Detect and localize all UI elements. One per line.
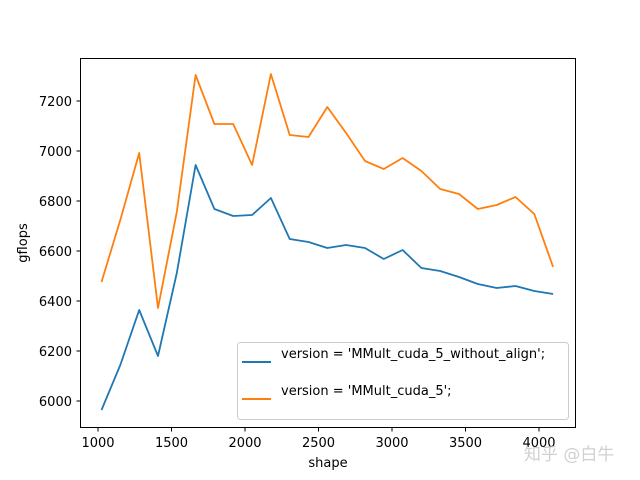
legend-box [237,342,569,420]
y-tick-label: 6600 [39,245,72,260]
y-tick-label: 6400 [39,295,72,310]
x-tick-label: 2500 [302,436,335,451]
data-lines [100,73,554,411]
x-tick-label: 3000 [375,436,408,451]
series-line-0 [100,164,554,411]
y-tick-label: 6200 [39,345,72,360]
legend-label-cuda-5: version = 'MMult_cuda_5'; [281,384,452,399]
x-tick-label: 1500 [155,436,188,451]
y-axis-label: gflops [16,223,31,263]
y-tick-label: 7000 [39,145,72,160]
x-axis-label: shape [308,456,347,471]
plot-area [80,58,576,428]
y-tick-label: 6800 [39,195,72,210]
x-tick-label: 4000 [522,436,555,451]
y-tick-label: 7200 [39,95,72,110]
x-axis-ticks: 1000 1500 2000 2500 3000 3500 4000 [81,427,556,451]
x-tick-label: 3500 [449,436,482,451]
y-tick-label: 6000 [39,395,72,410]
y-axis-ticks: 6000 6200 6400 6600 6800 7000 7200 [39,95,81,410]
legend: version = 'MMult_cuda_5_without_align'; … [237,342,569,420]
legend-label-without-align: version = 'MMult_cuda_5_without_align'; [281,347,545,362]
series-line-1 [100,73,554,309]
watermark: 知乎 @白牛 [524,445,615,465]
x-tick-label: 2000 [228,436,261,451]
x-tick-label: 1000 [81,436,114,451]
